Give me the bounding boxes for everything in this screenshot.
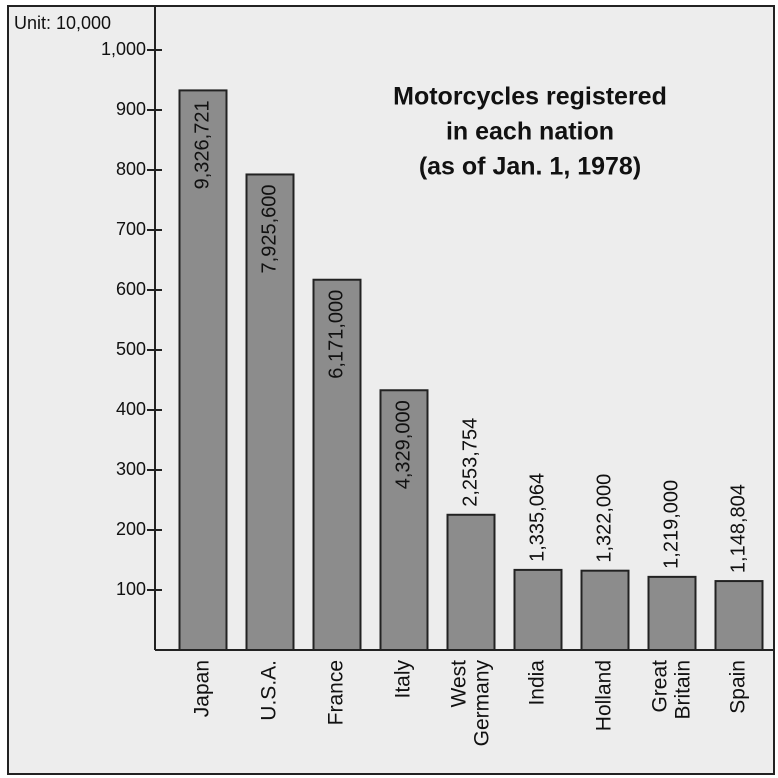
y-tick-label: 300 <box>116 459 146 479</box>
bar <box>582 571 629 650</box>
y-tick-label: 400 <box>116 399 146 419</box>
x-tick-label: Holland <box>593 660 616 731</box>
chart-title: in each nation <box>446 118 614 146</box>
value-label: 9,326,721 <box>191 100 213 189</box>
value-label: 1,148,804 <box>727 484 749 573</box>
chart-title: (as of Jan. 1, 1978) <box>419 153 641 181</box>
x-tick-label: U.S.A. <box>258 660 281 721</box>
value-label: 7,925,600 <box>258 184 280 273</box>
value-label: 4,329,000 <box>392 400 414 489</box>
y-tick-label: 1,000 <box>101 39 146 59</box>
y-tick-label: 200 <box>116 519 146 539</box>
y-tick-label: 700 <box>116 219 146 239</box>
x-tick-label: India <box>526 660 549 706</box>
value-label: 2,253,754 <box>459 418 481 507</box>
value-label: 1,219,000 <box>660 480 682 569</box>
value-label: 1,335,064 <box>526 473 548 562</box>
y-tick-label: 900 <box>116 99 146 119</box>
bar <box>448 515 495 650</box>
bar <box>649 577 696 650</box>
unit-label: Unit: 10,000 <box>14 13 111 33</box>
y-tick-label: 100 <box>116 579 146 599</box>
x-tick-label: GreatBritain <box>648 660 694 720</box>
value-label: 1,322,000 <box>593 474 615 563</box>
y-tick-label: 800 <box>116 159 146 179</box>
x-tick-label: Italy <box>392 660 415 699</box>
chart: Unit: 10,000 Motorcycles registered in e… <box>0 0 778 778</box>
bar <box>716 581 763 650</box>
y-tick-label: 500 <box>116 339 146 359</box>
x-tick-label: Spain <box>727 660 750 714</box>
x-tick-label: Japan <box>191 660 214 717</box>
y-tick-label: 600 <box>116 279 146 299</box>
chart-title: Motorcycles registered <box>393 83 667 111</box>
bar <box>515 570 562 650</box>
value-label: 6,171,000 <box>325 290 347 379</box>
x-tick-label: France <box>325 660 348 725</box>
